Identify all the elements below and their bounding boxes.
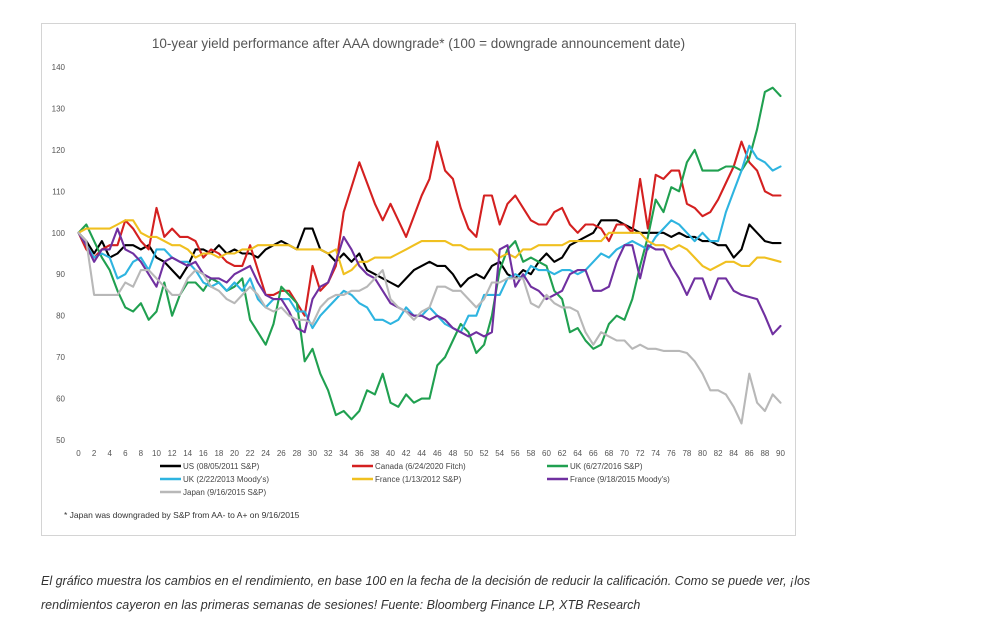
series-line [77, 86, 782, 421]
x-tick-label: 38 [370, 449, 379, 458]
x-tick-label: 84 [729, 449, 738, 458]
x-tick-label: 70 [620, 449, 629, 458]
chart-footnote: * Japan was downgraded by S&P from AA- t… [64, 510, 300, 520]
legend-label: Canada (6/24/2020 Fitch) [375, 462, 466, 471]
x-tick-label: 4 [107, 449, 112, 458]
y-tick-label: 100 [52, 229, 66, 238]
x-tick-label: 78 [682, 449, 691, 458]
y-tick-label: 90 [56, 270, 65, 279]
x-tick-label: 6 [123, 449, 128, 458]
x-tick-label: 66 [589, 449, 598, 458]
x-tick-label: 26 [277, 449, 286, 458]
x-tick-label: 48 [448, 449, 457, 458]
series-line [77, 144, 782, 334]
x-tick-label: 58 [526, 449, 535, 458]
x-tick-label: 60 [542, 449, 551, 458]
x-tick-label: 40 [386, 449, 395, 458]
legend-label: US (08/05/2011 S&P) [183, 462, 260, 471]
x-tick-label: 12 [168, 449, 177, 458]
x-tick-label: 18 [214, 449, 223, 458]
x-tick-label: 50 [464, 449, 473, 458]
y-tick-label: 140 [52, 63, 66, 72]
series-line [77, 231, 782, 425]
chart-caption: El gráfico muestra los cambios en el ren… [41, 574, 811, 612]
y-tick-label: 60 [56, 395, 65, 404]
chart-title: 10-year yield performance after AAA down… [151, 36, 686, 51]
y-tick-label: 50 [56, 436, 65, 445]
x-tick-label: 44 [417, 449, 426, 458]
x-tick-label: 54 [495, 449, 504, 458]
series-line [77, 227, 782, 338]
x-tick-label: 46 [433, 449, 442, 458]
x-tick-label: 34 [339, 449, 348, 458]
x-tick-label: 90 [776, 449, 785, 458]
y-tick-label: 110 [52, 187, 65, 196]
legend-label: UK (2/22/2013 Moody's) [183, 475, 269, 484]
x-tick-label: 10 [152, 449, 161, 458]
x-tick-label: 22 [246, 449, 255, 458]
x-tick-label: 56 [511, 449, 520, 458]
y-tick-label: 120 [52, 146, 66, 155]
x-tick-label: 80 [698, 449, 707, 458]
series-line [77, 219, 782, 288]
x-tick-label: 42 [402, 449, 411, 458]
x-tick-label: 62 [558, 449, 567, 458]
y-tick-label: 70 [56, 353, 65, 362]
x-tick-label: 24 [261, 449, 270, 458]
y-tick-label: 130 [52, 104, 66, 113]
x-tick-label: 68 [604, 449, 613, 458]
x-tick-label: 2 [92, 449, 97, 458]
x-tick-label: 0 [76, 449, 81, 458]
x-tick-label: 16 [199, 449, 208, 458]
x-tick-label: 8 [139, 449, 144, 458]
x-tick-label: 64 [573, 449, 582, 458]
x-tick-label: 30 [308, 449, 317, 458]
series-line [77, 219, 782, 276]
x-tick-label: 76 [667, 449, 676, 458]
x-tick-label: 82 [714, 449, 723, 458]
y-tick-label: 80 [56, 312, 65, 321]
series-line [77, 140, 782, 317]
chart-container: 10-year yield performance after AAA down… [41, 23, 796, 536]
x-tick-label: 72 [636, 449, 645, 458]
x-tick-label: 20 [230, 449, 239, 458]
x-tick-label: 32 [324, 449, 333, 458]
x-tick-label: 88 [760, 449, 769, 458]
legend-label: UK (6/27/2016 S&P) [570, 462, 643, 471]
x-tick-label: 14 [183, 449, 192, 458]
x-tick-label: 36 [355, 449, 364, 458]
x-tick-label: 28 [292, 449, 301, 458]
legend-label: France (9/18/2015 Moody's) [570, 475, 670, 484]
legend-label: Japan (9/16/2015 S&P) [183, 488, 267, 497]
x-tick-label: 52 [480, 449, 489, 458]
legend-label: France (1/13/2012 S&P) [375, 475, 462, 484]
x-tick-label: 74 [651, 449, 660, 458]
x-tick-label: 86 [745, 449, 754, 458]
